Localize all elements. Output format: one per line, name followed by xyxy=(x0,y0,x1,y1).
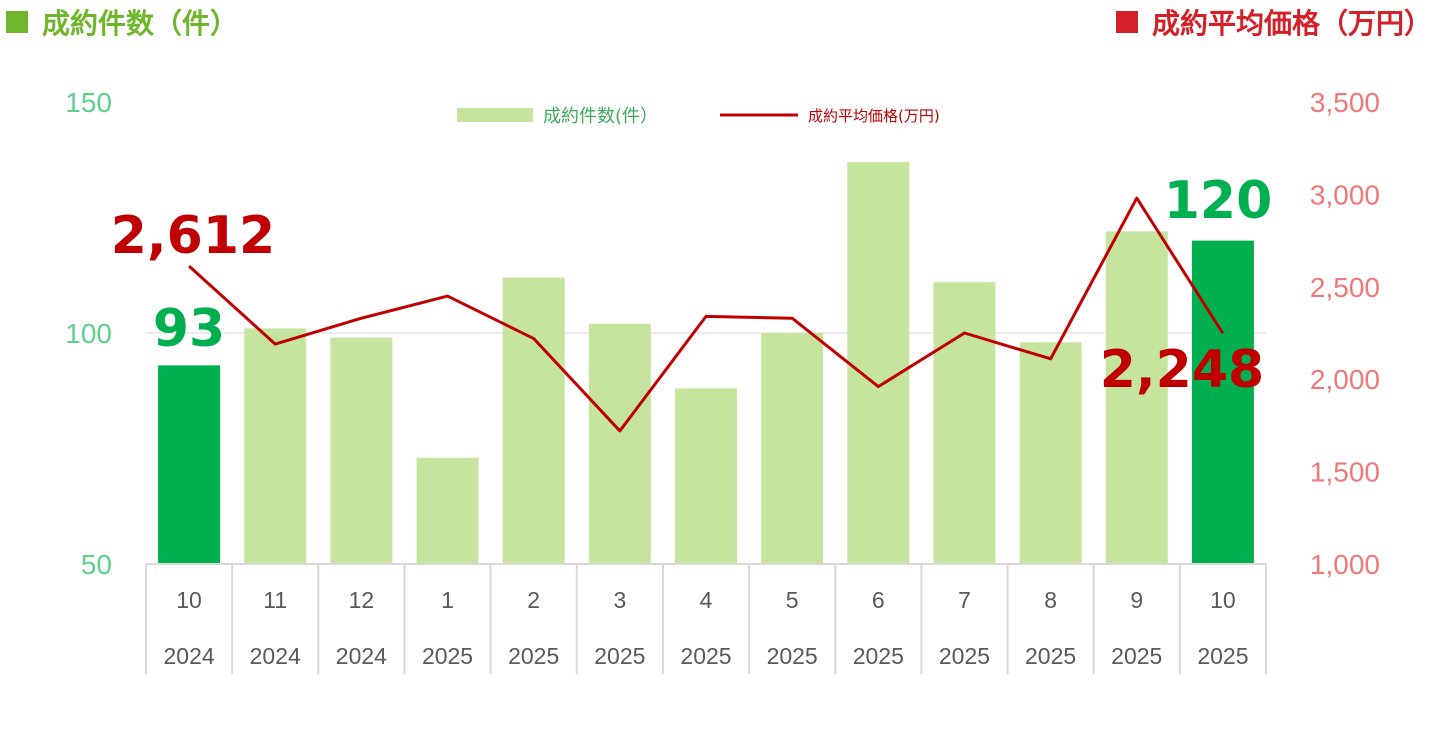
category-month-label: 4 xyxy=(700,587,713,613)
bar-4 xyxy=(502,277,565,564)
line-layer xyxy=(188,196,1225,433)
data-label-first-count: 93 xyxy=(153,299,225,359)
category-month-label: 6 xyxy=(872,587,885,613)
data-label-last-price: 2,248 xyxy=(1100,340,1264,400)
category-month-label: 1 xyxy=(441,587,454,613)
bar-3 xyxy=(416,457,479,564)
category-year-label: 2025 xyxy=(680,643,731,669)
bar-5 xyxy=(588,323,651,564)
right-axis-title-text: 成約平均価格（万円） xyxy=(1151,7,1432,40)
legend-line-label: 成約平均価格(万円) xyxy=(808,107,940,125)
category-year-label: 2025 xyxy=(853,643,904,669)
category-month-label: 7 xyxy=(958,587,971,613)
category-year-label: 2025 xyxy=(508,643,559,669)
bar-9 xyxy=(933,282,996,564)
category-month-label: 8 xyxy=(1044,587,1057,613)
bar-1 xyxy=(244,328,307,564)
bar-6 xyxy=(675,388,737,564)
data-label-first-price: 2,612 xyxy=(111,206,275,266)
legend-bar-swatch xyxy=(457,108,533,122)
category-year-label: 2024 xyxy=(163,643,214,669)
right-tick-label: 2,500 xyxy=(1310,272,1380,303)
labels-layer: 93 120 2,612 2,248 xyxy=(111,171,1273,400)
price-line xyxy=(188,196,1225,433)
bar-0 xyxy=(158,365,221,564)
category-year-label: 2025 xyxy=(1197,643,1248,669)
red-square-icon xyxy=(1115,11,1138,33)
category-year-label: 2025 xyxy=(594,643,645,669)
category-month-label: 10 xyxy=(1210,587,1236,613)
legend: 成約件数(件） 成約平均価格(万円) xyxy=(457,106,940,127)
right-tick-label: 2,000 xyxy=(1310,364,1380,395)
category-year-label: 2025 xyxy=(422,643,473,669)
category-year-label: 2025 xyxy=(939,643,990,669)
category-month-label: 5 xyxy=(786,587,799,613)
bar-8 xyxy=(847,162,910,564)
bar-10 xyxy=(1019,342,1082,564)
bar-2 xyxy=(330,337,393,564)
legend-bar-label: 成約件数(件） xyxy=(543,106,658,127)
right-tick-label: 1,000 xyxy=(1310,549,1380,580)
bar-11 xyxy=(1105,231,1168,565)
right-tick-label: 1,500 xyxy=(1310,457,1380,488)
right-axis-title: 成約平均価格（万円） xyxy=(1115,2,1432,42)
left-axis-title: 成約件数（件） xyxy=(6,2,238,42)
left-tick-label: 100 xyxy=(65,318,112,349)
category-month-label: 9 xyxy=(1130,587,1143,613)
category-month-label: 10 xyxy=(176,587,202,613)
data-label-last-count: 120 xyxy=(1164,171,1273,231)
category-year-label: 2025 xyxy=(1111,643,1162,669)
bars-layer xyxy=(158,162,1254,565)
left-tick-label: 150 xyxy=(65,87,112,118)
axes-layer: 50 100 150 1,000 1,500 2,000 2,500 3,000 3,500 10… xyxy=(65,87,1380,674)
right-tick-label: 3,500 xyxy=(1310,87,1380,118)
category-year-label: 2024 xyxy=(250,643,301,669)
left-axis-title-text: 成約件数（件） xyxy=(42,7,239,40)
category-month-label: 2 xyxy=(527,587,540,613)
green-square-icon xyxy=(6,11,28,33)
right-tick-label: 3,000 xyxy=(1310,179,1380,210)
bar-12 xyxy=(1191,240,1254,564)
category-year-label: 2024 xyxy=(336,643,387,669)
left-tick-label: 50 xyxy=(81,549,112,580)
category-month-label: 12 xyxy=(349,587,375,613)
category-year-label: 2025 xyxy=(1025,643,1076,669)
category-month-label: 3 xyxy=(613,587,626,613)
bar-7 xyxy=(761,333,824,564)
category-year-label: 2025 xyxy=(767,643,818,669)
category-month-label: 11 xyxy=(263,587,287,613)
